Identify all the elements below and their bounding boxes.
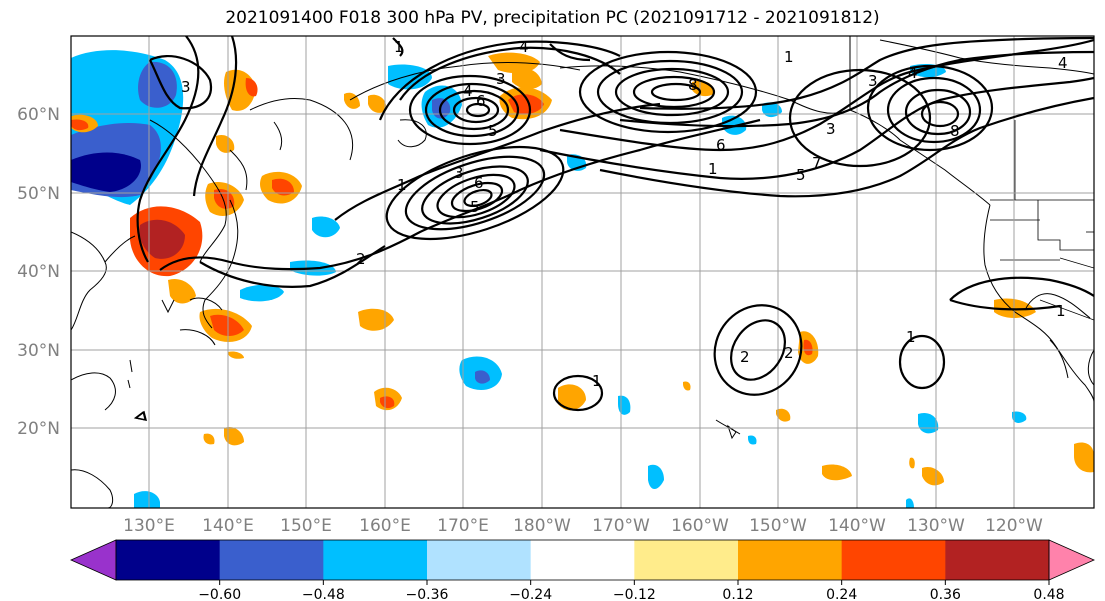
- contour-label: 2: [356, 250, 366, 268]
- contour-label: 4: [908, 64, 918, 82]
- colorbar-tick-label: 0.48: [1033, 587, 1064, 601]
- pv-contours: [134, 36, 1094, 421]
- contour-label: 2: [740, 348, 750, 366]
- lat-label: 20°N: [17, 419, 60, 439]
- lon-label: 140°W: [828, 516, 886, 536]
- colorbar-tick-label: −0.24: [509, 587, 552, 601]
- contour-label: 6: [476, 92, 486, 110]
- contour-label: 5: [470, 198, 480, 216]
- colorbar-extend-high: [1048, 539, 1095, 581]
- lon-label: 150°W: [749, 516, 807, 536]
- contour-label: 1: [1056, 302, 1066, 320]
- colorbar-segment: [219, 540, 324, 580]
- colorbar-segment: [323, 540, 428, 580]
- contour-label: 3: [868, 72, 878, 90]
- latitude-labels: 60°N 50°N 40°N 30°N 20°N: [17, 105, 60, 439]
- lon-label: 180°W: [513, 516, 571, 536]
- colorbar-tick-label: −0.48: [302, 587, 345, 601]
- colorbar-outline: [115, 539, 1050, 581]
- contour-label: 3: [826, 120, 836, 138]
- colorbar-tick-label: −0.36: [406, 587, 449, 601]
- contour-label: 1: [906, 328, 916, 346]
- contour-label: 4: [1058, 54, 1068, 72]
- contour-label: 6: [474, 174, 484, 192]
- contour-labels: 3 1 2 4 3 4 6 5 3 6 5 1 8 6 1 5 7 3 3 4 …: [181, 38, 1068, 390]
- contour-label: 1: [592, 372, 602, 390]
- contour-label: 4: [463, 82, 473, 100]
- contour-label: 3: [496, 70, 506, 88]
- colorbar-tick-label: 0.12: [722, 587, 753, 601]
- colorbar-extend-low: [70, 539, 117, 581]
- contour-label: 1: [397, 176, 407, 194]
- colorbar-segment: [841, 540, 946, 580]
- precip-positive-shading: [71, 52, 1094, 486]
- contour-label: 3: [181, 78, 191, 96]
- lon-label: 160°E: [359, 516, 411, 536]
- contour-label: 5: [796, 166, 806, 184]
- colorbar-tick-label: 0.24: [826, 587, 857, 601]
- colorbar-segment: [738, 540, 843, 580]
- longitude-labels: 130°E 140°E 150°E 160°E 170°E 180°W 170°…: [123, 516, 1043, 536]
- contour-label: 8: [950, 122, 960, 140]
- political-borders: [849, 36, 1094, 321]
- lon-label: 140°E: [202, 516, 254, 536]
- contour-label: 1: [708, 160, 718, 178]
- lon-label: 170°E: [437, 516, 489, 536]
- contour-label: 5: [488, 122, 498, 140]
- colorbar-ticks: −0.60 −0.48 −0.36 −0.24 −0.12 0.12 0.24 0.36 0.4…: [198, 580, 1065, 601]
- map-border: [70, 35, 1095, 509]
- lon-label: 160°W: [671, 516, 729, 536]
- colorbar-segment: [427, 540, 532, 580]
- contour-label: 1: [784, 48, 794, 66]
- colorbar-segment: [634, 540, 739, 580]
- contour-label: 8: [688, 76, 698, 94]
- lon-label: 120°W: [985, 516, 1043, 536]
- colorbar-segment: [116, 540, 221, 580]
- colorbar: [70, 539, 1095, 581]
- lat-label: 50°N: [17, 184, 60, 204]
- colorbar-segment: [945, 540, 1050, 580]
- lon-label: 130°W: [907, 516, 965, 536]
- colorbar-tick-label: −0.12: [613, 587, 656, 601]
- gridlines: [71, 36, 1094, 508]
- contour-label: 3: [454, 164, 464, 182]
- lat-label: 40°N: [17, 262, 60, 282]
- contour-label: 7: [812, 154, 822, 172]
- lon-label: 130°E: [123, 516, 175, 536]
- map-title: 2021091400 F018 300 hPa PV, precipitatio…: [225, 8, 880, 28]
- contour-label: 4: [519, 38, 529, 56]
- lon-label: 150°E: [280, 516, 332, 536]
- lat-label: 60°N: [17, 105, 60, 125]
- contour-label: 6: [716, 136, 726, 154]
- colorbar-tick-label: −0.60: [198, 587, 241, 601]
- contour-label: 1: [394, 38, 404, 56]
- lon-label: 170°W: [592, 516, 650, 536]
- lat-label: 30°N: [17, 341, 60, 361]
- contour-label: 2: [784, 344, 794, 362]
- colorbar-tick-label: 0.36: [930, 587, 961, 601]
- colorbar-segment: [530, 540, 635, 580]
